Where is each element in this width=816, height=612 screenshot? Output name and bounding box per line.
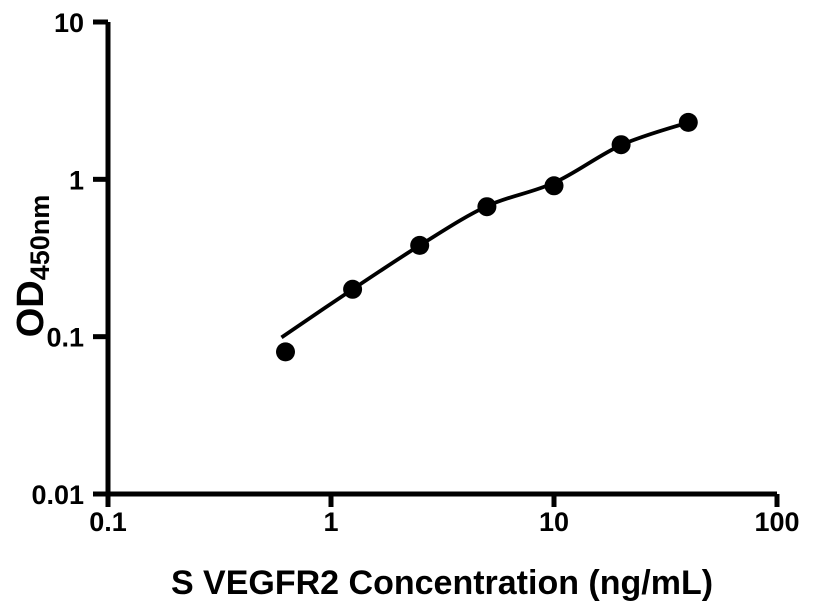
y-tick-label: 10 — [54, 8, 84, 38]
data-point — [410, 235, 430, 255]
y-axis-title-main: OD — [10, 280, 52, 337]
labels-layer: S VEGFR2 Concentration (ng/mL) OD450nm — [10, 195, 713, 602]
y-tick-label: 0.1 — [46, 323, 84, 353]
x-tick-label: 100 — [754, 507, 799, 537]
x-tick-label: 0.1 — [89, 507, 127, 537]
y-axis-title: OD450nm — [10, 195, 55, 338]
data-point — [611, 135, 631, 155]
x-tick-label: 1 — [323, 507, 338, 537]
data-point — [276, 342, 295, 362]
data-point — [343, 279, 363, 299]
data-point — [477, 197, 497, 217]
series-layer — [276, 112, 698, 362]
data-point — [544, 176, 564, 196]
y-axis-title-subscript: 450nm — [25, 195, 55, 281]
fit-curve-path — [280, 120, 689, 339]
y-tick-label: 0.01 — [31, 480, 84, 510]
x-tick-label: 10 — [539, 507, 569, 537]
x-axis-title: S VEGFR2 Concentration (ng/mL) — [171, 564, 713, 602]
y-tick-label: 1 — [69, 165, 84, 195]
axis-spines — [105, 22, 777, 497]
data-point — [678, 112, 698, 132]
